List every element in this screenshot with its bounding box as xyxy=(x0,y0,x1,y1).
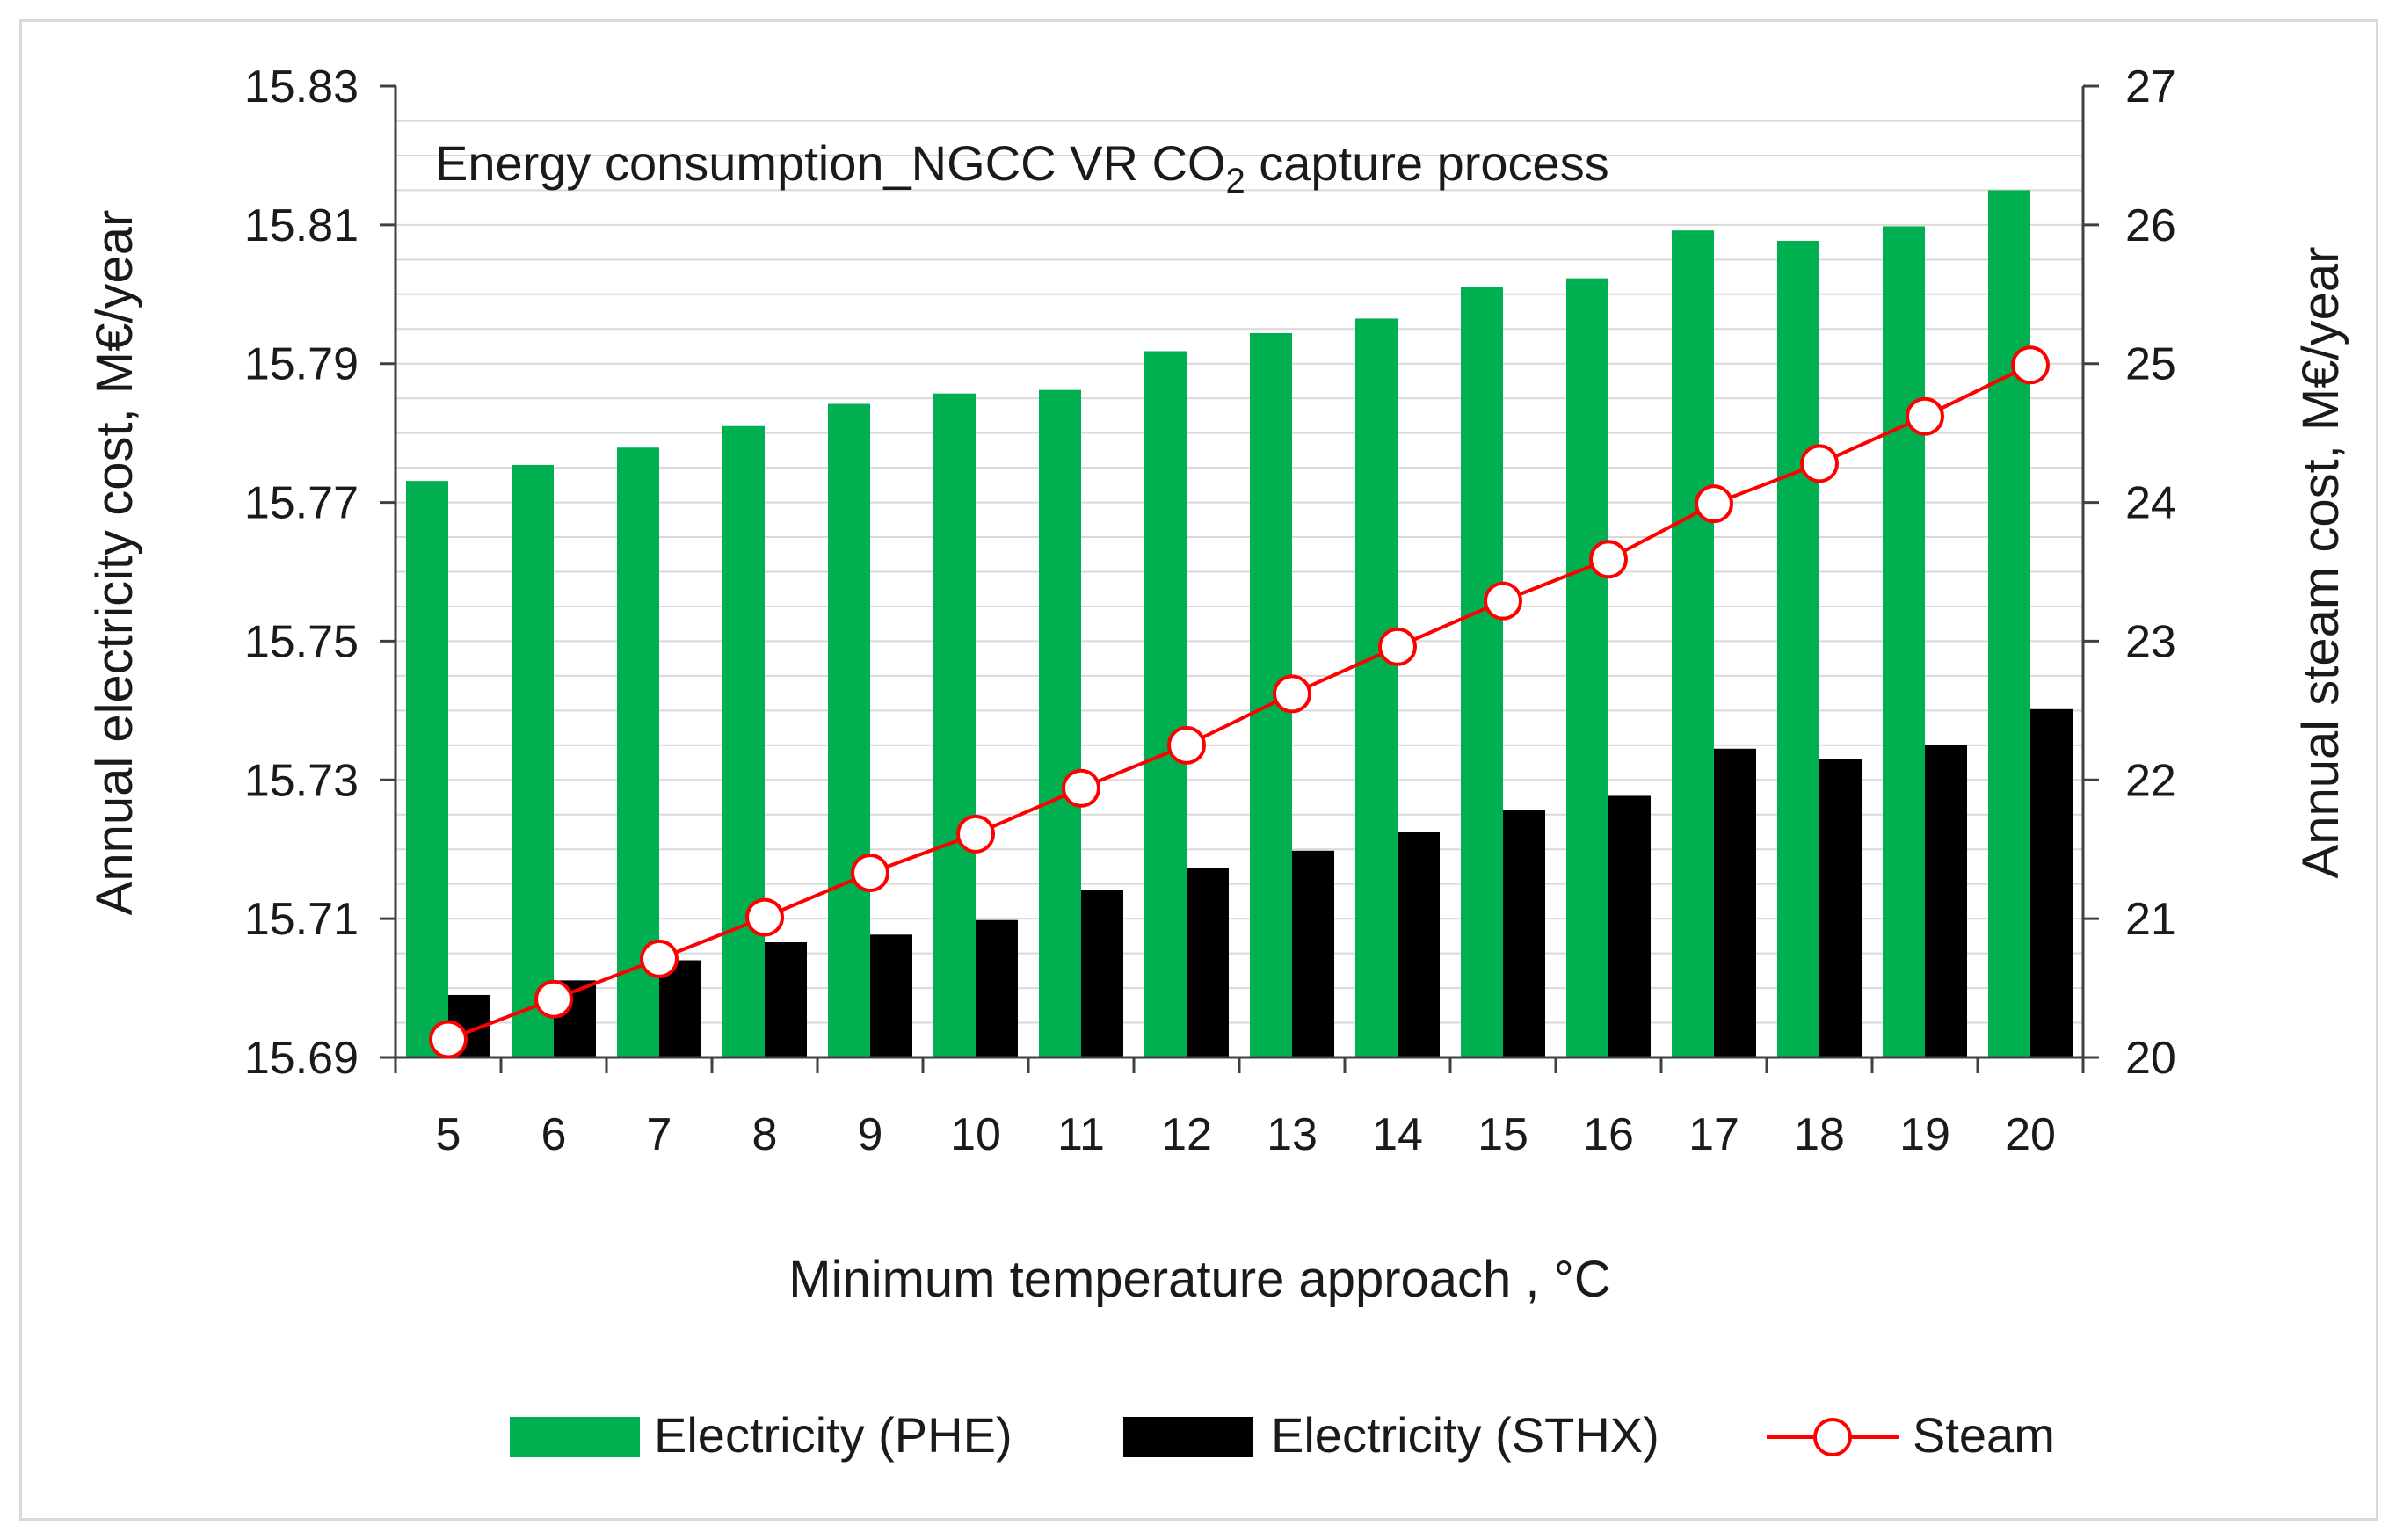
x-tick-label: 8 xyxy=(752,1109,778,1160)
bar-phe-9 xyxy=(828,403,870,1057)
y-tick-label: 15.71 xyxy=(244,894,359,945)
y-axis-label: Annual electricity cost, M€/year xyxy=(86,210,143,916)
bar-phe-15 xyxy=(1461,287,1503,1057)
y-tick-label: 15.83 xyxy=(244,62,359,113)
x-tick-label: 20 xyxy=(2005,1109,2056,1160)
bar-phe-8 xyxy=(722,425,765,1057)
legend-label-steam: Steam xyxy=(1913,1407,2055,1463)
x-tick-label: 15 xyxy=(1478,1109,1528,1160)
steam-point-6 xyxy=(534,979,573,1019)
legend: Electricity (PHE) Electricity (STHX) Ste… xyxy=(510,1407,2055,1463)
bar-sthx-8 xyxy=(765,941,807,1057)
legend-marker-steam xyxy=(1813,1418,1852,1456)
legend-swatch-sthx xyxy=(1123,1417,1253,1457)
steam-point-16 xyxy=(1589,540,1628,579)
bar-phe-12 xyxy=(1144,351,1187,1057)
y-tick-label: 15.79 xyxy=(244,339,359,390)
bar-phe-17 xyxy=(1672,230,1714,1058)
legend-label-phe: Electricity (PHE) xyxy=(654,1407,1013,1463)
x-tick-label: 18 xyxy=(1794,1109,1845,1160)
bar-sthx-18 xyxy=(1819,759,1862,1057)
y2-tick-label: 25 xyxy=(2125,339,2176,390)
x-tick-label: 10 xyxy=(950,1109,1001,1160)
x-tick-label: 12 xyxy=(1161,1109,1212,1160)
steam-point-10 xyxy=(956,814,995,854)
x-tick-label: 13 xyxy=(1267,1109,1318,1160)
chart-title-subscript: 2 xyxy=(1225,162,1245,200)
steam-point-5 xyxy=(429,1020,468,1059)
x-axis-label: Minimum temperature approach , °C xyxy=(788,1251,1610,1308)
steam-point-7 xyxy=(640,939,679,978)
y2-tick-label: 27 xyxy=(2125,62,2176,113)
bar-sthx-10 xyxy=(976,919,1018,1057)
legend-label-sthx: Electricity (STHX) xyxy=(1271,1407,1659,1463)
bar-phe-6 xyxy=(512,464,554,1057)
steam-point-19 xyxy=(1906,396,1944,436)
steam-point-14 xyxy=(1378,627,1417,666)
y-tick-label: 15.81 xyxy=(244,200,359,251)
bar-sthx-9 xyxy=(870,934,912,1057)
steam-point-9 xyxy=(851,854,889,893)
bar-phe-11 xyxy=(1039,389,1081,1057)
y-tick-label: 15.75 xyxy=(244,616,359,667)
x-tick-label: 6 xyxy=(541,1109,567,1160)
y2-tick-label: 23 xyxy=(2125,616,2176,667)
bar-phe-18 xyxy=(1777,241,1819,1057)
y2-tick-label: 26 xyxy=(2125,200,2176,251)
bar-phe-20 xyxy=(1988,190,2030,1058)
y-tick-label: 15.77 xyxy=(244,478,359,529)
steam-point-15 xyxy=(1484,581,1522,621)
x-tick-label: 19 xyxy=(1899,1109,1950,1160)
y2-tick-label: 20 xyxy=(2125,1033,2176,1084)
chart-title-suffix: capture process xyxy=(1245,135,1609,191)
steam-point-12 xyxy=(1167,725,1206,765)
bar-phe-16 xyxy=(1566,278,1608,1057)
bar-sthx-15 xyxy=(1503,810,1545,1057)
bar-sthx-14 xyxy=(1398,832,1440,1057)
y2-tick-label: 21 xyxy=(2125,894,2176,945)
x-tick-label: 14 xyxy=(1372,1109,1423,1160)
bar-sthx-13 xyxy=(1292,850,1334,1057)
bar-sthx-20 xyxy=(2030,708,2073,1057)
bar-sthx-19 xyxy=(1925,745,1967,1057)
x-tick-label: 11 xyxy=(1057,1109,1105,1160)
bars xyxy=(406,190,2073,1058)
x-tick-label: 16 xyxy=(1583,1109,1634,1160)
legend-swatch-phe xyxy=(510,1417,640,1457)
steam-line xyxy=(447,363,2031,1042)
y-tick-label: 15.69 xyxy=(244,1033,359,1084)
x-tick-label: 5 xyxy=(436,1109,461,1160)
y-tick-label: 15.73 xyxy=(244,755,359,806)
steam-point-13 xyxy=(1273,674,1311,714)
steam-point-20 xyxy=(2011,345,2050,385)
bar-phe-19 xyxy=(1883,226,1925,1058)
y2-axis-label: Annual steam cost, M€/year xyxy=(2292,247,2349,879)
tick-labels: 15.69 15.71 15.73 15.75 15.77 15.79 15.81 15.83… xyxy=(244,62,2176,1160)
bar-phe-14 xyxy=(1355,318,1398,1057)
steam-point-17 xyxy=(1695,484,1733,524)
steam-series xyxy=(429,345,2050,1059)
steam-point-18 xyxy=(1800,444,1839,483)
bar-phe-5 xyxy=(406,481,448,1057)
y2-tick-label: 24 xyxy=(2125,478,2176,529)
bar-phe-10 xyxy=(933,393,976,1057)
steam-point-8 xyxy=(745,897,784,937)
x-tick-label: 7 xyxy=(647,1109,672,1160)
y2-tick-label: 22 xyxy=(2125,755,2176,806)
x-tick-label: 17 xyxy=(1688,1109,1739,1160)
chart-title: Energy consumption_NGCC VR CO2 capture p… xyxy=(435,135,1609,200)
bar-sthx-16 xyxy=(1608,795,1651,1057)
axes xyxy=(380,84,2099,1073)
bar-sthx-11 xyxy=(1081,889,1123,1057)
bar-sthx-17 xyxy=(1714,748,1756,1057)
bar-sthx-12 xyxy=(1187,868,1229,1057)
steam-point-11 xyxy=(1062,768,1100,808)
chart-title-main: Energy consumption_NGCC VR CO xyxy=(435,135,1225,191)
x-tick-label: 9 xyxy=(858,1109,883,1160)
